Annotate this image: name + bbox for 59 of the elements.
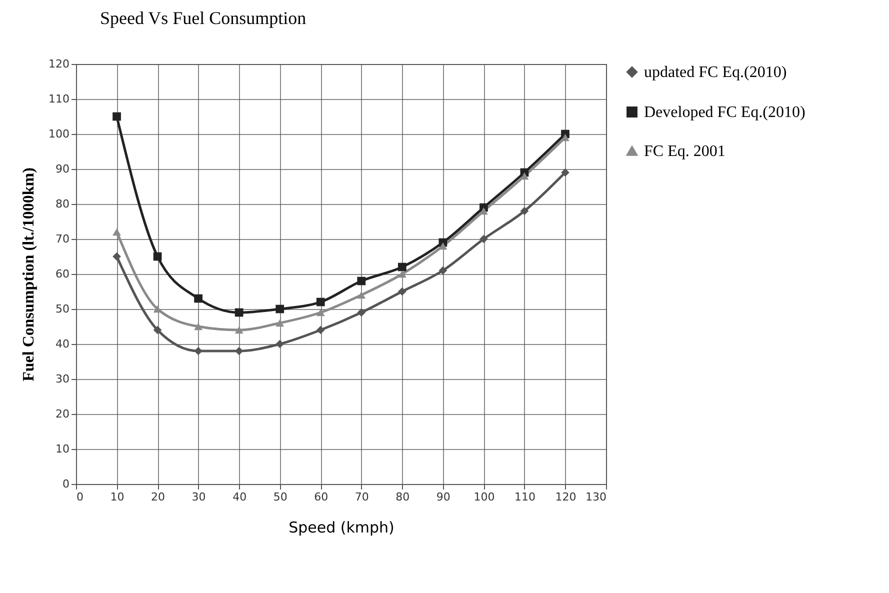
chart-title: Speed Vs Fuel Consumption [100, 8, 306, 28]
point [438, 266, 448, 275]
x-tick-label: 70 [354, 490, 369, 504]
point [398, 287, 406, 296]
point [276, 304, 284, 314]
x-tick-label: 0 [76, 490, 84, 504]
y-tick-label: 100 [48, 128, 70, 140]
point [480, 234, 488, 244]
point [316, 326, 325, 334]
point [276, 319, 284, 327]
point [520, 206, 529, 216]
x-tick-label: 120 [555, 490, 576, 504]
x-tick-label: 110 [514, 490, 536, 504]
point [153, 252, 162, 261]
y-tick-label: 50 [56, 302, 70, 316]
x-tick-label: 20 [151, 490, 166, 504]
x-tick-label: 100 [474, 490, 495, 504]
x-axis-title: Speed (kmph) [288, 518, 394, 536]
x-tick-label: 80 [396, 490, 410, 504]
point [398, 270, 406, 278]
point [316, 298, 325, 306]
point [112, 228, 121, 236]
y-tick-label: 20 [56, 408, 70, 420]
point [153, 326, 162, 334]
x-tick-label: 60 [314, 490, 328, 504]
point [194, 294, 202, 303]
x-tick-label: 50 [273, 490, 288, 504]
point [398, 262, 406, 272]
point [194, 322, 202, 330]
y-tick-label: 40 [56, 338, 70, 350]
y-tick-label: 30 [56, 372, 70, 386]
legend-label: FC Eq. 2001 [644, 143, 726, 160]
x-tick-label: 90 [436, 490, 450, 504]
y-tick-label: 110 [48, 92, 70, 106]
point [561, 168, 570, 177]
y-tick-label: 120 [48, 58, 70, 70]
y-tick-label: 0 [62, 478, 70, 490]
legend-label: updated FC Eq.(2010) [644, 64, 787, 81]
y-tick-label: 90 [56, 162, 70, 176]
point [276, 340, 284, 348]
y-tick-label: 80 [56, 198, 70, 210]
point [234, 326, 244, 334]
x-tick-label: 40 [232, 490, 247, 504]
x-tick-label: 130 [586, 490, 606, 504]
point [234, 308, 244, 317]
x-tick-label: 10 [110, 490, 124, 504]
y-tick-label: 70 [56, 232, 70, 246]
point [316, 308, 325, 316]
point [194, 346, 202, 356]
y-tick-label: 10 [56, 442, 70, 456]
point [112, 252, 121, 261]
legend-label: Developed FC Eq.(2010) [644, 104, 806, 121]
y-tick-label: 60 [56, 268, 70, 280]
point [357, 276, 366, 286]
x-tick-label: 30 [192, 490, 206, 504]
y-axis-title: Fuel Consumption (lt./1000km) [20, 168, 38, 382]
point [357, 291, 366, 299]
point [357, 308, 366, 317]
point [112, 112, 121, 121]
